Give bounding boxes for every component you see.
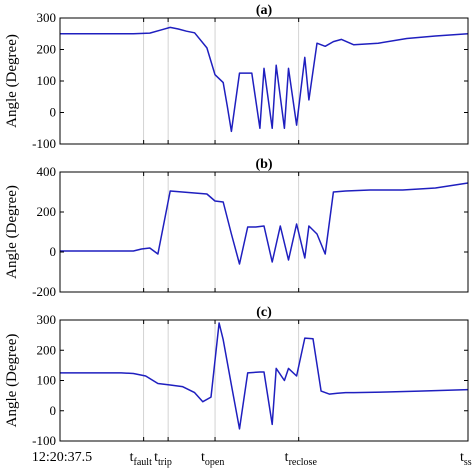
x-tick-label: tfault bbox=[130, 450, 152, 468]
y-axis-label: Angle (Degree) bbox=[4, 185, 20, 279]
plot-frame bbox=[59, 319, 469, 442]
x-tick-label: treclose bbox=[285, 450, 318, 468]
x-tick-label: topen bbox=[201, 450, 224, 468]
y-tick-label: -100 bbox=[32, 136, 56, 151]
y-axis-label: Angle (Degree) bbox=[4, 34, 20, 128]
series-line bbox=[60, 26, 469, 133]
y-tick-label: 300 bbox=[37, 10, 57, 25]
series-line bbox=[60, 182, 469, 265]
panel-a: -100 0 100 200 300 (a) Angle (Degree) bbox=[4, 3, 469, 151]
y-tick-label: 100 bbox=[37, 373, 57, 388]
y-tick-label: -100 bbox=[32, 433, 56, 448]
y-tick-label: 0 bbox=[50, 244, 57, 259]
y-tick-label: 200 bbox=[37, 204, 57, 219]
plot-frame bbox=[59, 17, 469, 145]
y-tick-label: 400 bbox=[37, 164, 57, 179]
x-axis-labels: 12:20:37.5 tfault ttrip topen treclose tss bbox=[32, 450, 472, 468]
panel-title: (a) bbox=[256, 3, 273, 18]
y-tick-label: 200 bbox=[37, 342, 57, 357]
panel-c: -100 0 100 200 300 (c) Angle (Degree) bbox=[4, 305, 469, 448]
plot-frame bbox=[59, 171, 469, 293]
panel-b: -200 0 200 400 (b) Angle (Degree) bbox=[4, 157, 469, 299]
y-axis-label: Angle (Degree) bbox=[4, 334, 20, 428]
y-tick-label: 200 bbox=[37, 42, 57, 57]
series-line bbox=[60, 322, 469, 430]
y-tick-label: 300 bbox=[37, 312, 57, 327]
x-tick-label: tss bbox=[460, 450, 472, 468]
x-tick-label: 12:20:37.5 bbox=[32, 450, 92, 465]
panel-title: (c) bbox=[256, 305, 272, 320]
y-tick-label: 0 bbox=[50, 403, 57, 418]
y-tick-label: 0 bbox=[50, 105, 57, 120]
y-tick-label: -200 bbox=[32, 284, 56, 299]
x-tick-label: ttrip bbox=[154, 450, 172, 468]
y-tick-label: 100 bbox=[37, 73, 57, 88]
panel-title: (b) bbox=[255, 157, 272, 172]
